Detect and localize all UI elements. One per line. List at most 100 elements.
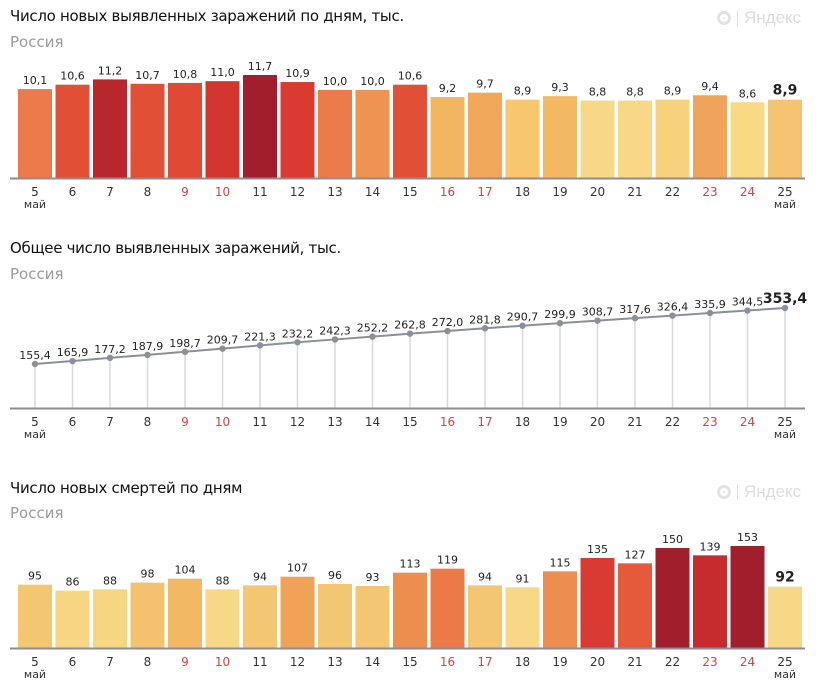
chart2-data-label: 326,4 <box>657 301 689 314</box>
chart3-bar <box>130 582 165 648</box>
chart1-bar <box>730 102 765 178</box>
chart2-point <box>256 342 264 349</box>
chart2-tick-label: 19 <box>552 415 567 429</box>
chart2-tick-label: 24 <box>740 415 755 429</box>
chart2-month-label: май <box>24 428 46 441</box>
chart2-data-label: 155,4 <box>19 349 51 362</box>
chart3-bar <box>355 586 390 648</box>
chart2-point <box>219 345 226 352</box>
chart3-bar <box>730 546 765 648</box>
chart1-data-label: 10,1 <box>23 74 48 87</box>
chart3-bar <box>580 558 615 648</box>
chart2-data-label: 299,9 <box>544 308 576 321</box>
chart2-tick-label: 12 <box>290 415 305 429</box>
chart3-bar <box>55 590 90 648</box>
chart2-point <box>406 330 414 337</box>
chart1-bar <box>280 82 315 178</box>
chart3-data-label: 92 <box>775 570 794 586</box>
chart2-tick-label: 10 <box>215 415 230 429</box>
chart2-data-label: 252,2 <box>357 322 389 335</box>
chart1-tick-label: 19 <box>552 185 567 199</box>
chart2-point <box>594 317 601 324</box>
chart3-bar <box>93 589 127 648</box>
chart3-tick-label: 17 <box>477 655 492 669</box>
chart1-tick-label: 7 <box>106 185 114 199</box>
chart1-tick-label: 8 <box>144 185 152 199</box>
chart3-data-label: 98 <box>141 568 155 581</box>
chart3-tick-label: 18 <box>515 655 530 669</box>
chart3-tick-label: 12 <box>290 655 305 669</box>
chart1-tick-label: 10 <box>215 185 230 199</box>
chart2-tick-label: 21 <box>627 415 642 429</box>
chart2-data-label: 344,5 <box>732 296 764 309</box>
chart1-bar <box>580 100 615 178</box>
chart1-bar <box>318 89 352 178</box>
chart1-data-label: 8,9 <box>664 85 682 98</box>
chart3-data-label: 91 <box>516 572 530 585</box>
chart3-tick-label: 22 <box>665 655 680 669</box>
chart3-bar <box>430 568 465 648</box>
chart1-data-label: 11,2 <box>98 64 123 77</box>
chart2-point <box>331 336 339 343</box>
chart1-bar <box>55 84 90 178</box>
chart1-tick-label: 17 <box>477 185 492 199</box>
yandex-logo: Яндекс <box>717 8 801 28</box>
chart2-point <box>106 354 114 362</box>
chart2-data-label: 165,9 <box>57 346 89 359</box>
chart1-bar <box>355 89 390 178</box>
chart1-data-label: 10,9 <box>285 67 310 80</box>
chart2-data-label: 187,9 <box>132 340 164 353</box>
chart1-tick-label: 6 <box>69 185 77 199</box>
chart3-tick-label: 13 <box>327 655 342 669</box>
chart3-tick-label: 8 <box>144 655 152 669</box>
chart3-tick-label: 16 <box>440 655 455 669</box>
chart1-bar <box>393 84 427 178</box>
yandex-logo-text: Яндекс <box>744 8 802 27</box>
chart3-tick-label: 14 <box>365 655 380 669</box>
chart2-point <box>481 325 489 332</box>
chart2-tick-label: 15 <box>402 415 417 429</box>
chart3-tick-label: 9 <box>181 655 189 669</box>
chart2-data-label: 281,8 <box>469 313 501 326</box>
chart3-tick-label: 23 <box>702 655 717 669</box>
chart1-data-label: 8,9 <box>773 83 798 99</box>
chart1-bar <box>430 97 465 178</box>
chart1-bar <box>205 81 240 178</box>
chart2-subtitle: Россия <box>10 265 64 283</box>
chart1-month-label: май <box>24 198 46 211</box>
chart3-data-label: 113 <box>400 558 421 571</box>
chart3-tick-label: 10 <box>215 655 230 669</box>
chart3-data-label: 86 <box>66 576 80 589</box>
chart2-tick-label: 9 <box>181 415 189 429</box>
chart1-bar <box>505 99 540 178</box>
yandex-logo-bottom: Яндекс <box>717 482 801 502</box>
chart2-tick-label: 5 <box>31 415 39 429</box>
chart2-tick-label: 7 <box>106 415 114 429</box>
chart2-point <box>294 339 301 346</box>
chart2-data-label: 242,3 <box>319 324 351 337</box>
chart3-bar <box>280 576 315 648</box>
chart3-bar <box>768 586 802 648</box>
chart2-tick-label: 20 <box>590 415 605 429</box>
chart1-tick-label: 23 <box>702 185 717 199</box>
chart2-tick-label: 11 <box>252 415 267 429</box>
chart1-tick-label: 12 <box>290 185 305 199</box>
chart1-data-label: 8,8 <box>589 86 607 99</box>
chart2-data-label: 232,2 <box>282 327 314 340</box>
chart3-data-label: 139 <box>700 540 721 553</box>
chart3-data-label: 150 <box>662 533 683 546</box>
yandex-logo-icon <box>717 485 731 499</box>
chart3-tick-label: 24 <box>740 655 755 669</box>
chart2-data-label: 221,3 <box>244 330 276 343</box>
chart1-data-label: 11,7 <box>248 60 273 73</box>
chart3-data-label: 94 <box>253 570 267 583</box>
chart2-point <box>181 348 189 355</box>
chart3-bar <box>168 578 202 648</box>
chart3-tick-label: 20 <box>590 655 605 669</box>
chart1-tick-label: 13 <box>327 185 342 199</box>
chart1-data-label: 8,6 <box>739 87 757 100</box>
chart3-tick-label: 5 <box>31 655 39 669</box>
chart2-point <box>631 314 639 322</box>
chart3-data-label: 104 <box>175 564 196 577</box>
